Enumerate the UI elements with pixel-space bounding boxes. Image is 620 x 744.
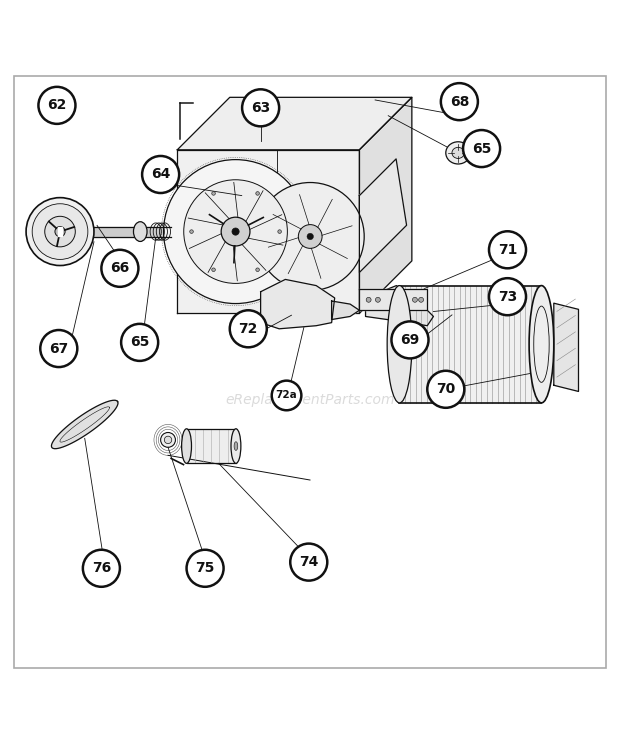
Circle shape	[412, 298, 417, 302]
Circle shape	[256, 268, 259, 272]
Text: 76: 76	[92, 561, 111, 575]
Polygon shape	[187, 429, 236, 464]
Circle shape	[441, 83, 478, 121]
Circle shape	[212, 192, 215, 195]
Polygon shape	[332, 301, 360, 319]
Circle shape	[256, 192, 259, 195]
Text: 64: 64	[151, 167, 170, 182]
Ellipse shape	[234, 442, 238, 450]
Circle shape	[26, 198, 94, 266]
Circle shape	[161, 432, 175, 447]
Circle shape	[102, 250, 138, 287]
Circle shape	[242, 89, 279, 126]
Circle shape	[298, 225, 322, 248]
Text: 65: 65	[472, 141, 491, 155]
Circle shape	[142, 156, 179, 193]
Circle shape	[221, 217, 250, 246]
Ellipse shape	[529, 286, 554, 403]
Circle shape	[45, 217, 75, 247]
Text: 69: 69	[401, 333, 420, 347]
Circle shape	[256, 182, 364, 290]
Polygon shape	[58, 227, 63, 237]
Text: 70: 70	[436, 382, 456, 397]
Circle shape	[190, 230, 193, 234]
Text: 65: 65	[130, 336, 149, 350]
Text: 62: 62	[47, 98, 66, 112]
Circle shape	[38, 87, 76, 124]
Ellipse shape	[446, 142, 471, 164]
Ellipse shape	[182, 429, 192, 464]
Text: eReplacementParts.com: eReplacementParts.com	[225, 393, 395, 407]
Polygon shape	[177, 150, 360, 313]
Circle shape	[164, 160, 308, 304]
Text: 71: 71	[498, 243, 517, 257]
Text: 72: 72	[239, 322, 258, 336]
Ellipse shape	[387, 286, 412, 403]
Circle shape	[187, 550, 224, 587]
Circle shape	[376, 298, 380, 302]
Polygon shape	[360, 289, 427, 310]
Text: 72a: 72a	[276, 391, 298, 400]
Text: 68: 68	[450, 94, 469, 109]
Circle shape	[427, 371, 464, 408]
Text: 74: 74	[299, 555, 319, 569]
Polygon shape	[177, 97, 412, 150]
Polygon shape	[366, 286, 433, 326]
Circle shape	[184, 180, 288, 283]
Text: 67: 67	[49, 341, 68, 356]
Circle shape	[366, 298, 371, 302]
Polygon shape	[360, 159, 407, 272]
Circle shape	[391, 321, 428, 359]
Circle shape	[32, 204, 88, 260]
Circle shape	[232, 228, 239, 235]
Circle shape	[272, 381, 301, 410]
Ellipse shape	[452, 147, 464, 158]
Circle shape	[290, 544, 327, 580]
Ellipse shape	[133, 222, 147, 242]
Circle shape	[418, 298, 423, 302]
Circle shape	[463, 130, 500, 167]
Circle shape	[212, 268, 215, 272]
Circle shape	[164, 436, 172, 443]
Text: 66: 66	[110, 261, 130, 275]
Polygon shape	[554, 303, 578, 391]
Circle shape	[55, 226, 65, 237]
Circle shape	[278, 230, 281, 234]
Ellipse shape	[231, 429, 241, 464]
Polygon shape	[260, 280, 335, 329]
Polygon shape	[360, 97, 412, 313]
Circle shape	[121, 324, 158, 361]
Text: 75: 75	[195, 561, 215, 575]
Circle shape	[489, 278, 526, 315]
Circle shape	[83, 550, 120, 587]
Circle shape	[307, 234, 314, 240]
Polygon shape	[51, 400, 118, 449]
Circle shape	[489, 231, 526, 269]
Polygon shape	[48, 227, 171, 237]
Text: 63: 63	[251, 101, 270, 115]
Polygon shape	[399, 286, 541, 403]
Text: 73: 73	[498, 289, 517, 304]
Circle shape	[230, 310, 267, 347]
Circle shape	[40, 330, 78, 367]
